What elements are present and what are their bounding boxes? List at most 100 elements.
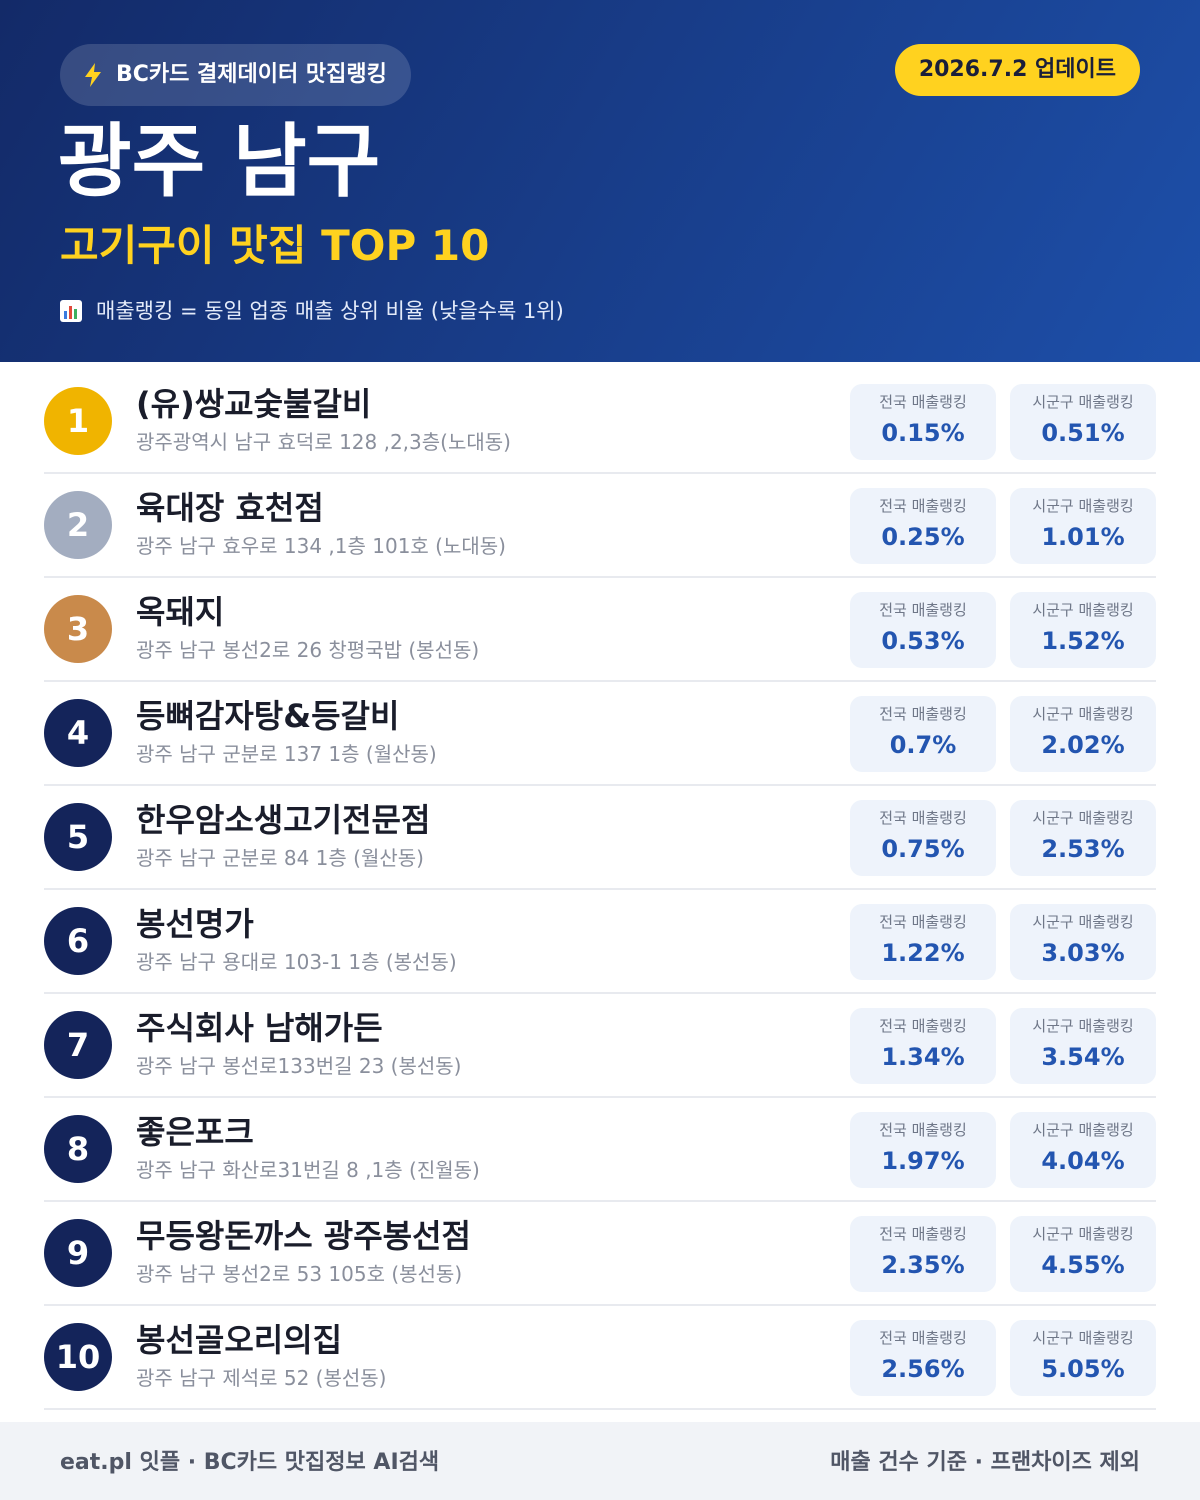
national-label: 전국 매출랭킹 xyxy=(879,1225,967,1243)
local-ranking-box: 시군구 매출랭킹 4.04% xyxy=(1010,1112,1156,1188)
local-ranking-box: 시군구 매출랭킹 0.51% xyxy=(1010,384,1156,460)
chart-icon xyxy=(60,300,82,322)
bolt-icon xyxy=(85,63,101,87)
national-value: 1.97% xyxy=(881,1147,965,1175)
local-ranking-box: 시군구 매출랭킹 1.52% xyxy=(1010,592,1156,668)
local-value: 2.02% xyxy=(1041,731,1125,759)
national-ranking-box: 전국 매출랭킹 0.53% xyxy=(850,592,996,668)
restaurant-name: 한우암소생고기전문점 xyxy=(136,801,431,839)
footer: eat.pl 잇플 · BC카드 맛집정보 AI검색 매출 건수 기준 · 프랜… xyxy=(0,1422,1200,1500)
badge: BC카드 결제데이터 맛집랭킹 xyxy=(60,44,411,106)
header: BC카드 결제데이터 맛집랭킹 2026.7.2 업데이트 광주 남구 고기구이… xyxy=(0,0,1200,362)
rank-badge: 9 xyxy=(44,1219,112,1287)
local-label: 시군구 매출랭킹 xyxy=(1032,1017,1134,1035)
national-ranking-box: 전국 매출랭킹 2.56% xyxy=(850,1320,996,1396)
national-value: 2.56% xyxy=(881,1355,965,1383)
note: 매출랭킹 = 동일 업종 매출 상위 비율 (낮을수록 1위) xyxy=(60,294,564,328)
national-ranking-box: 전국 매출랭킹 1.97% xyxy=(850,1112,996,1188)
local-ranking-box: 시군구 매출랭킹 3.54% xyxy=(1010,1008,1156,1084)
national-value: 0.75% xyxy=(881,835,965,863)
subtitle: 고기구이 맛집 TOP 10 xyxy=(60,221,490,270)
local-label: 시군구 매출랭킹 xyxy=(1032,705,1134,723)
restaurant-address: 광주 남구 봉선2로 26 창평국밥 (봉선동) xyxy=(136,638,480,662)
local-value: 1.01% xyxy=(1041,523,1125,551)
title: 광주 남구 xyxy=(58,115,381,208)
restaurant-name: 등뼈감자탕&등갈비 xyxy=(136,697,400,735)
local-value: 4.04% xyxy=(1041,1147,1125,1175)
local-ranking-box: 시군구 매출랭킹 4.55% xyxy=(1010,1216,1156,1292)
rank-badge: 5 xyxy=(44,803,112,871)
local-value: 0.51% xyxy=(1041,419,1125,447)
restaurant-address: 광주 남구 군분로 84 1층 (월산동) xyxy=(136,846,424,870)
national-label: 전국 매출랭킹 xyxy=(879,1017,967,1035)
restaurant-name: 육대장 효천점 xyxy=(136,489,324,527)
local-value: 2.53% xyxy=(1041,835,1125,863)
local-label: 시군구 매출랭킹 xyxy=(1032,1329,1134,1347)
rank-badge: 8 xyxy=(44,1115,112,1183)
national-label: 전국 매출랭킹 xyxy=(879,1121,967,1139)
restaurant-address: 광주 남구 군분로 137 1층 (월산동) xyxy=(136,742,437,766)
rank-badge: 6 xyxy=(44,907,112,975)
restaurant-name: 무등왕돈까스 광주봉선점 xyxy=(136,1217,471,1255)
local-value: 1.52% xyxy=(1041,627,1125,655)
local-label: 시군구 매출랭킹 xyxy=(1032,1121,1134,1139)
rank-badge: 10 xyxy=(44,1323,112,1391)
national-value: 1.22% xyxy=(881,939,965,967)
restaurant-name: (유)쌍교숯불갈비 xyxy=(136,385,372,423)
rank-badge: 7 xyxy=(44,1011,112,1079)
national-label: 전국 매출랭킹 xyxy=(879,497,967,515)
note-text: 매출랭킹 = 동일 업종 매출 상위 비율 (낮을수록 1위) xyxy=(96,299,564,323)
national-label: 전국 매출랭킹 xyxy=(879,705,967,723)
local-label: 시군구 매출랭킹 xyxy=(1032,809,1134,827)
footer-left: eat.pl 잇플 · BC카드 맛집정보 AI검색 xyxy=(60,1450,440,1475)
national-label: 전국 매출랭킹 xyxy=(879,1329,967,1347)
restaurant-name: 봉선명가 xyxy=(136,905,254,943)
rank-badge: 4 xyxy=(44,699,112,767)
local-value: 3.54% xyxy=(1041,1043,1125,1071)
local-label: 시군구 매출랭킹 xyxy=(1032,393,1134,411)
rank-badge: 1 xyxy=(44,387,112,455)
local-label: 시군구 매출랭킹 xyxy=(1032,1225,1134,1243)
local-ranking-box: 시군구 매출랭킹 2.53% xyxy=(1010,800,1156,876)
national-value: 1.34% xyxy=(881,1043,965,1071)
local-value: 5.05% xyxy=(1041,1355,1125,1383)
national-ranking-box: 전국 매출랭킹 1.34% xyxy=(850,1008,996,1084)
restaurant-name: 옥돼지 xyxy=(136,593,225,631)
restaurant-row: 6 봉선명가 광주 남구 용대로 103-1 1층 (봉선동) 전국 매출랭킹 1.22… xyxy=(44,890,1156,994)
badge-text: BC카드 결제데이터 맛집랭킹 xyxy=(116,62,387,87)
restaurant-address: 광주 남구 제석로 52 (봉선동) xyxy=(136,1366,387,1390)
local-ranking-box: 시군구 매출랭킹 1.01% xyxy=(1010,488,1156,564)
national-value: 0.25% xyxy=(881,523,965,551)
local-label: 시군구 매출랭킹 xyxy=(1032,601,1134,619)
national-ranking-box: 전국 매출랭킹 0.15% xyxy=(850,384,996,460)
restaurant-name: 주식회사 남해가든 xyxy=(136,1009,383,1047)
national-ranking-box: 전국 매출랭킹 0.7% xyxy=(850,696,996,772)
national-label: 전국 매출랭킹 xyxy=(879,601,967,619)
local-label: 시군구 매출랭킹 xyxy=(1032,913,1134,931)
restaurant-name: 좋은포크 xyxy=(136,1113,254,1151)
national-label: 전국 매출랭킹 xyxy=(879,809,967,827)
national-label: 전국 매출랭킹 xyxy=(879,393,967,411)
rank-badge: 2 xyxy=(44,491,112,559)
local-label: 시군구 매출랭킹 xyxy=(1032,497,1134,515)
national-value: 0.7% xyxy=(889,731,957,759)
restaurant-address: 광주 남구 봉선2로 53 105호 (봉선동) xyxy=(136,1262,463,1286)
local-value: 4.55% xyxy=(1041,1251,1125,1279)
rank-badge: 3 xyxy=(44,595,112,663)
restaurant-row: 8 좋은포크 광주 남구 화산로31번길 8 ,1층 (진월동) 전국 매출랭킹 1.9… xyxy=(44,1098,1156,1202)
local-ranking-box: 시군구 매출랭킹 3.03% xyxy=(1010,904,1156,980)
national-value: 0.53% xyxy=(881,627,965,655)
restaurant-address: 광주 남구 봉선로133번길 23 (봉선동) xyxy=(136,1054,462,1078)
national-value: 2.35% xyxy=(881,1251,965,1279)
local-ranking-box: 시군구 매출랭킹 2.02% xyxy=(1010,696,1156,772)
restaurant-address: 광주광역시 남구 효덕로 128 ,2,3층(노대동) xyxy=(136,430,511,454)
national-ranking-box: 전국 매출랭킹 0.25% xyxy=(850,488,996,564)
restaurant-name: 봉선골오리의집 xyxy=(136,1321,343,1359)
